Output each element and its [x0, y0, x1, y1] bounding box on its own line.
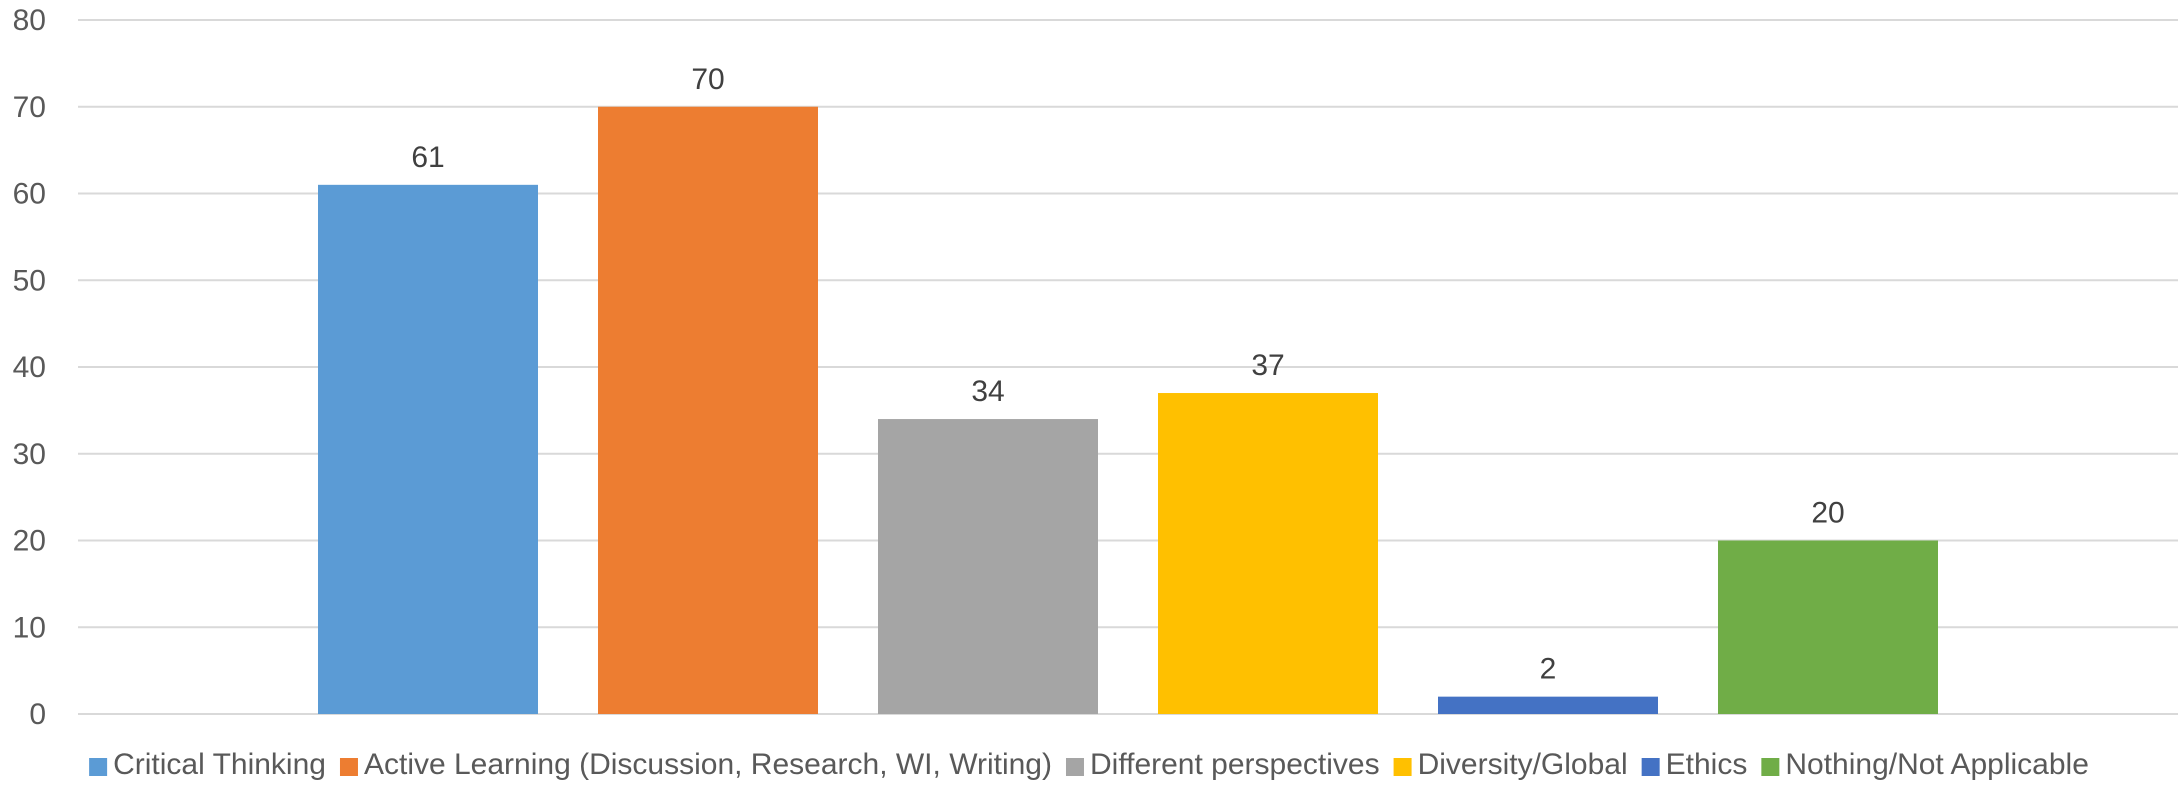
legend-swatch: [89, 758, 108, 776]
data-label: 61: [411, 141, 444, 174]
legend-item: Diversity/Global: [1393, 748, 1628, 781]
bar: [598, 106, 818, 714]
legend-swatch: [339, 758, 358, 776]
legend-swatch: [1641, 758, 1660, 776]
bars: [318, 106, 1938, 714]
y-tick-label: 80: [13, 4, 46, 37]
y-tick-label: 70: [13, 91, 46, 124]
legend: Critical Thinking Active Learning (Discus…: [89, 748, 2089, 781]
legend-swatch: [1065, 758, 1084, 776]
legend-item: Different perspectives: [1065, 748, 1380, 781]
data-label: 37: [1251, 349, 1284, 382]
bar: [878, 419, 1098, 714]
legend-item: Active Learning (Discussion, Research, W…: [339, 748, 1052, 781]
y-tick-label: 40: [13, 351, 46, 384]
legend-label: Critical Thinking: [113, 748, 326, 781]
bar: [1718, 540, 1938, 714]
y-tick-label: 20: [13, 525, 46, 558]
data-label: 2: [1540, 653, 1557, 686]
bar: [318, 184, 538, 714]
y-tick-label: 10: [13, 611, 46, 644]
y-tick-label: 50: [13, 264, 46, 297]
data-label: 20: [1811, 497, 1844, 530]
bar: [1158, 393, 1378, 714]
data-label: 70: [691, 63, 724, 96]
legend-label: Nothing/Not Applicable: [1785, 748, 2089, 781]
data-labels: 61 70 34 37 2 20: [411, 63, 1844, 686]
y-tick-label: 30: [13, 438, 46, 471]
legend-label: Diversity/Global: [1418, 748, 1628, 781]
legend-item: Critical Thinking: [89, 748, 326, 781]
legend-label: Different perspectives: [1090, 748, 1380, 781]
legend-item: Nothing/Not Applicable: [1761, 748, 2089, 781]
legend-swatch: [1761, 758, 1780, 776]
data-label: 34: [971, 375, 1004, 408]
legend-label: Ethics: [1666, 748, 1748, 781]
bar: [1438, 696, 1658, 714]
legend-item: Ethics: [1641, 748, 1748, 781]
legend-label: Active Learning (Discussion, Research, W…: [364, 748, 1052, 781]
y-axis-ticks: 0 10 20 30 40 50 60 70 80: [13, 4, 46, 731]
legend-swatch: [1393, 758, 1412, 776]
y-tick-label: 0: [29, 698, 46, 731]
y-tick-label: 60: [13, 178, 46, 211]
